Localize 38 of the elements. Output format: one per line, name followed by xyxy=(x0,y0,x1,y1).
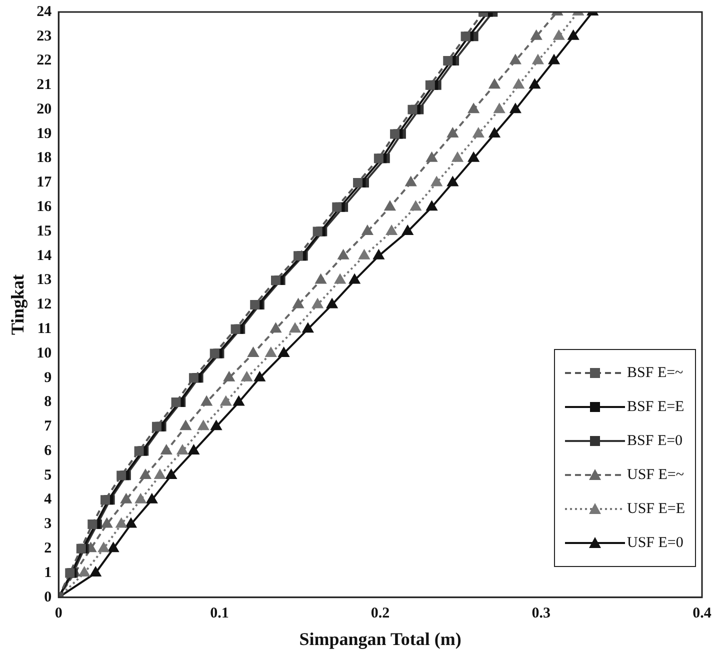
x-tick-label: 0.3 xyxy=(532,605,551,622)
y-tick-label: 19 xyxy=(36,126,52,142)
x-tick-label: 0.2 xyxy=(370,605,390,622)
y-tick-label: 13 xyxy=(36,272,52,288)
y-tick-label: 22 xyxy=(36,52,52,69)
y-tick-label: 0 xyxy=(44,589,52,606)
legend-label: BSF E=E xyxy=(627,398,684,416)
y-tick-label: 3 xyxy=(44,516,52,532)
y-tick-label: 2 xyxy=(44,540,52,556)
y-tick-label: 12 xyxy=(36,296,52,313)
legend-label: USF E=~ xyxy=(627,466,684,484)
y-tick-label: 15 xyxy=(36,223,52,240)
y-tick-label: 10 xyxy=(36,345,52,362)
legend-label: USF E=E xyxy=(627,500,686,518)
y-tick-label: 4 xyxy=(44,492,52,508)
x-tick-label: 0.4 xyxy=(692,605,712,622)
y-axis-title: Tingkat xyxy=(7,274,28,336)
y-tick-label: 6 xyxy=(44,442,52,459)
y-tick-label: 24 xyxy=(36,4,52,20)
legend-label: BSF E=0 xyxy=(627,432,683,450)
y-tick-label: 9 xyxy=(44,370,52,386)
x-tick-label: 0.1 xyxy=(210,605,229,622)
y-tick-label: 11 xyxy=(37,320,52,337)
x-axis-title: Simpangan Total (m) xyxy=(299,628,462,649)
y-tick-label: 14 xyxy=(36,248,52,264)
y-tick-label: 23 xyxy=(36,28,52,44)
y-tick-label: 7 xyxy=(44,418,52,435)
y-tick-label: 17 xyxy=(36,174,52,191)
y-tick-label: 21 xyxy=(36,77,52,94)
y-tick-label: 5 xyxy=(44,467,52,484)
legend-label: BSF E=~ xyxy=(627,364,684,382)
x-tick-label: 0 xyxy=(54,605,62,622)
y-tick-label: 1 xyxy=(44,564,52,581)
legend-label: USF E=0 xyxy=(627,534,684,552)
y-tick-label: 20 xyxy=(36,101,52,118)
y-tick-label: 16 xyxy=(36,199,52,216)
y-tick-label: 18 xyxy=(36,150,52,166)
y-tick-label: 8 xyxy=(44,394,52,410)
